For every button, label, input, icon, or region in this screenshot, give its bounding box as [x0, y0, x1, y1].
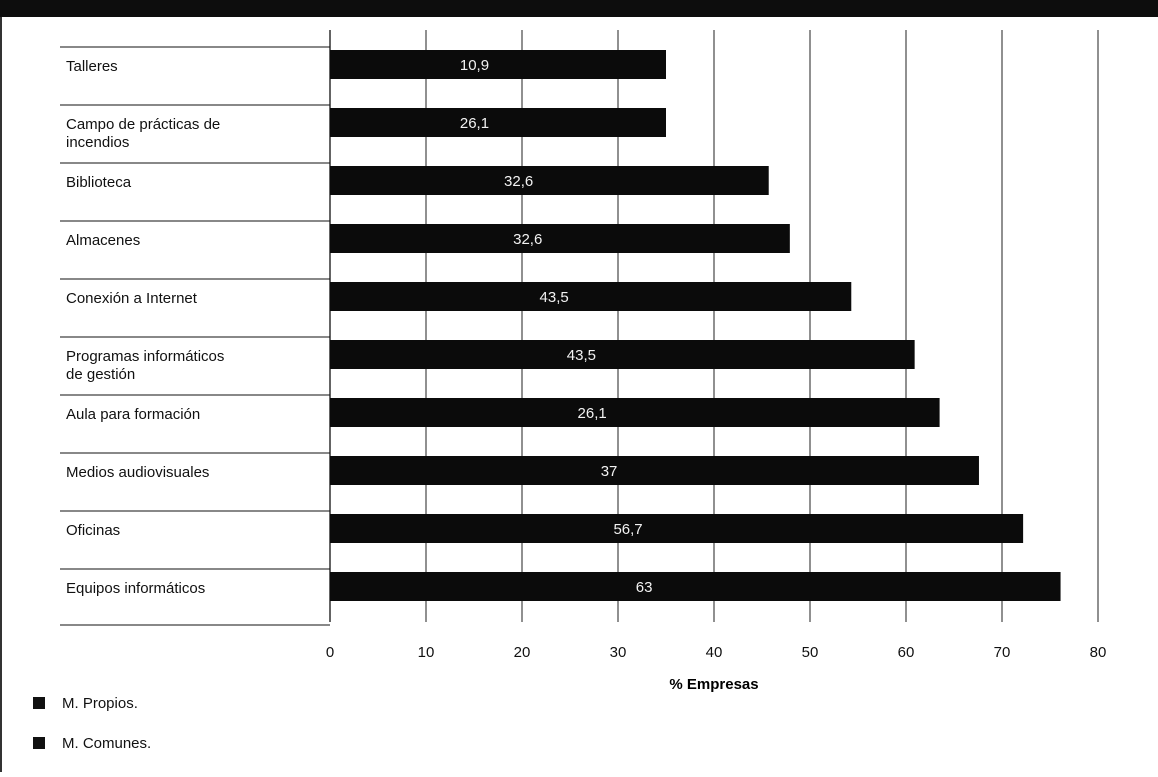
- category-label: Equipos informáticos: [66, 580, 205, 597]
- bars-layer: 10,9 26,1 32,6 32,6 43,5 43,5 26,1 37 56,7 63: [330, 50, 1061, 601]
- x-tick-label: 50: [802, 644, 819, 661]
- x-tick-label: 0: [326, 644, 334, 661]
- bar: [330, 166, 769, 195]
- category-label: Aula para formación: [66, 406, 200, 423]
- bar-data-label: 26,1: [578, 405, 607, 422]
- bar-data-label: 56,7: [613, 521, 642, 538]
- legend-swatch: [33, 697, 45, 709]
- legend-label: M. Propios.: [62, 695, 138, 712]
- bar-data-label: 43,5: [567, 347, 596, 364]
- bar-data-label: 26,1: [460, 115, 489, 132]
- bar: [330, 514, 1024, 543]
- bar: [330, 456, 979, 485]
- x-axis-title: % Empresas: [669, 676, 758, 693]
- bar: [330, 50, 666, 79]
- category-label: Biblioteca: [66, 174, 132, 191]
- x-tick-labels: 0 10 20 30 40 50 60 70 80: [326, 644, 1107, 661]
- x-tick-label: 80: [1090, 644, 1107, 661]
- bar: [330, 108, 666, 137]
- legend-swatch: [33, 737, 45, 749]
- bar: [330, 572, 1061, 601]
- x-tick-label: 20: [514, 644, 531, 661]
- bar: [330, 340, 915, 369]
- legend-label: M. Comunes.: [62, 735, 151, 752]
- bar: [330, 398, 940, 427]
- x-tick-label: 70: [994, 644, 1011, 661]
- bar-data-label: 63: [636, 579, 653, 596]
- category-label: Campo de prácticas de incendios: [66, 116, 220, 151]
- bar-data-label: 43,5: [540, 289, 569, 306]
- bar: [330, 282, 852, 311]
- legend: M. Propios. M. Comunes.: [33, 695, 151, 752]
- category-label: Almacenes: [66, 232, 140, 249]
- x-tick-label: 60: [898, 644, 915, 661]
- category-rows: Talleres Campo de prácticas de incendios Bi…: [60, 46, 330, 626]
- top-banner: [0, 0, 1158, 17]
- x-tick-label: 30: [610, 644, 627, 661]
- x-tick-label: 10: [418, 644, 435, 661]
- category-label: Oficinas: [66, 522, 120, 539]
- category-label: Programas informáticos de gestión: [66, 348, 224, 383]
- category-label: Medios audiovisuales: [66, 464, 209, 481]
- bar-data-label: 10,9: [460, 57, 489, 74]
- bar: [330, 224, 790, 253]
- bar-data-label: 32,6: [504, 173, 533, 190]
- bar-data-label: 37: [601, 463, 618, 480]
- x-tick-label: 40: [706, 644, 723, 661]
- category-label: Talleres: [66, 58, 118, 75]
- category-label: Conexión a Internet: [66, 290, 198, 307]
- bar-data-label: 32,6: [513, 231, 542, 248]
